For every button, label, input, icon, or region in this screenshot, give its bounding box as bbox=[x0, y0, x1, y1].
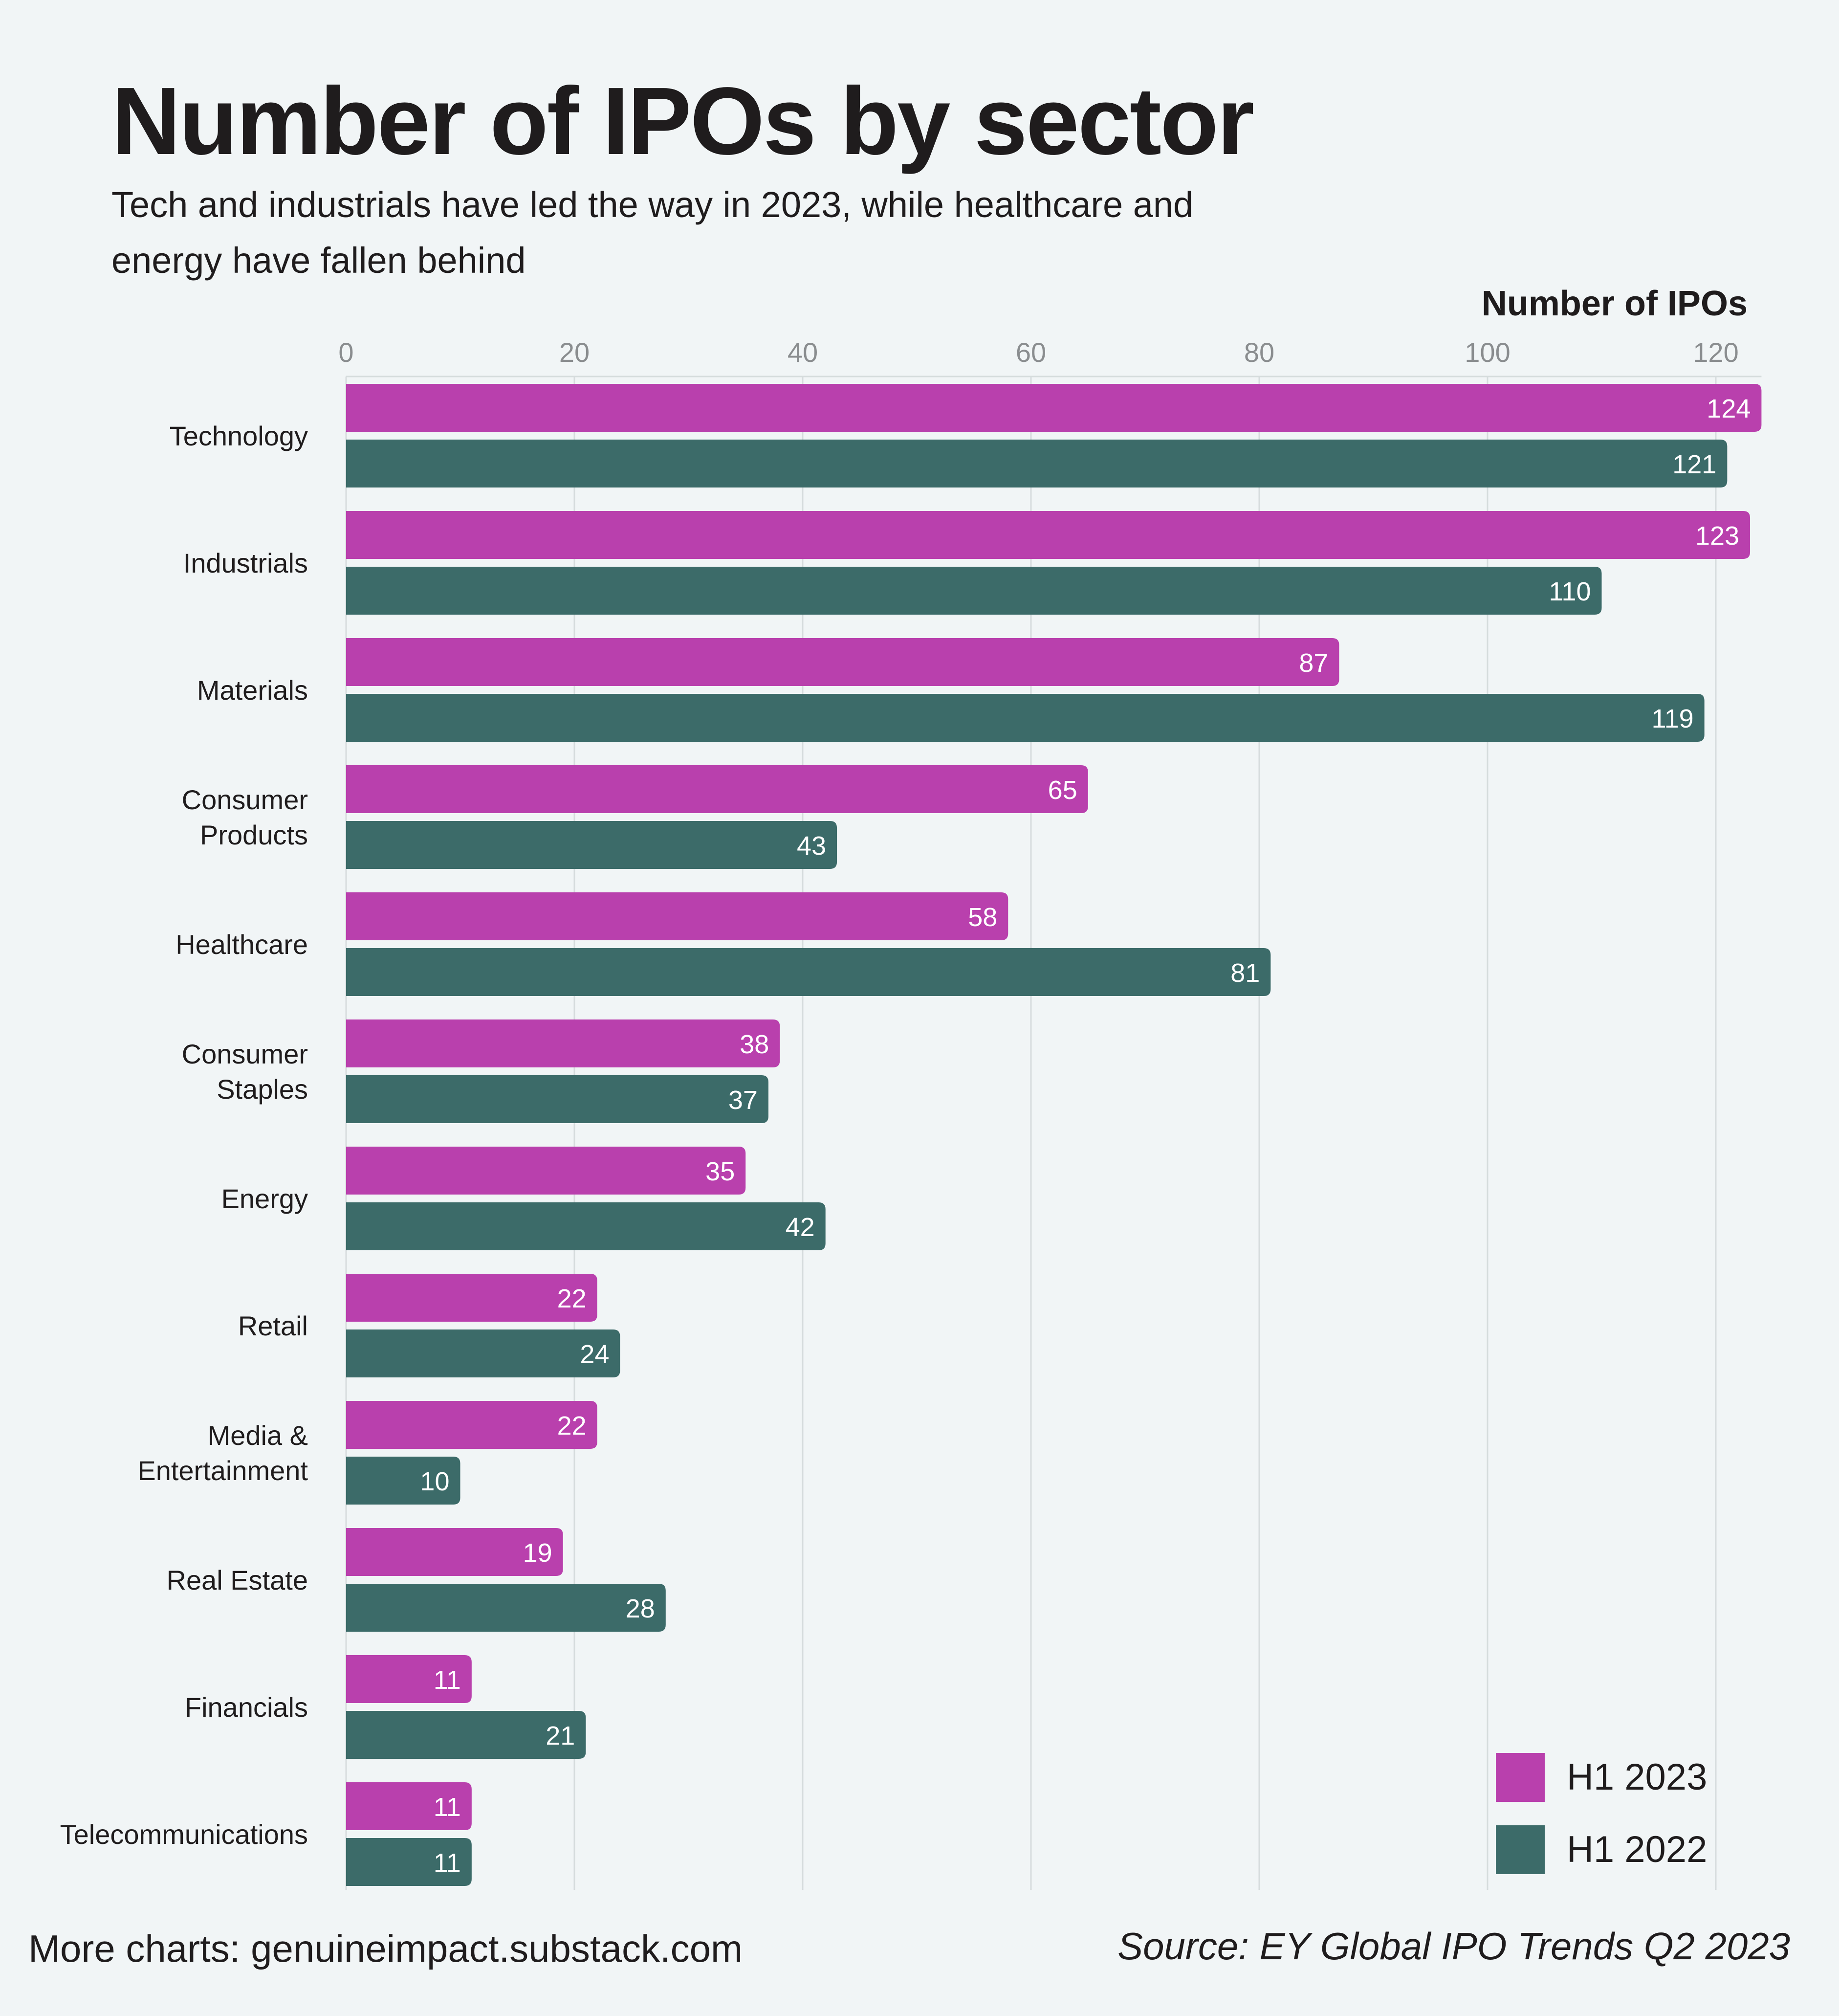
category-label: Media & Entertainment bbox=[137, 1420, 308, 1486]
bar-value-label: 43 bbox=[797, 831, 826, 861]
bar bbox=[346, 1202, 826, 1250]
x-tick-label: 40 bbox=[788, 337, 818, 368]
bar bbox=[346, 821, 837, 869]
bar-value-label: 124 bbox=[1707, 394, 1751, 423]
legend: H1 2023 H1 2022 bbox=[1496, 1753, 1707, 1874]
bar bbox=[346, 1528, 563, 1576]
bar bbox=[346, 384, 1762, 432]
x-axis-title: Number of IPOs bbox=[1482, 284, 1748, 323]
legend-swatch bbox=[1496, 1825, 1545, 1874]
bar bbox=[346, 1782, 472, 1830]
bar-value-label: 42 bbox=[786, 1213, 815, 1242]
x-tick-label: 0 bbox=[338, 337, 353, 368]
bar bbox=[346, 892, 1008, 940]
x-tick-label: 100 bbox=[1465, 337, 1510, 368]
bar bbox=[346, 1655, 472, 1703]
category-label: Consumer Products bbox=[182, 784, 308, 850]
bar bbox=[346, 567, 1602, 615]
bar-value-label: 19 bbox=[523, 1538, 552, 1568]
source-note: Source: EY Global IPO Trends Q2 2023 bbox=[1117, 1925, 1790, 1968]
bar bbox=[346, 1075, 768, 1123]
bar bbox=[346, 948, 1271, 996]
bar-value-label: 65 bbox=[1048, 775, 1077, 805]
bar-value-label: 58 bbox=[968, 903, 997, 932]
bar bbox=[346, 1329, 620, 1377]
bar bbox=[346, 511, 1751, 559]
bar-value-label: 10 bbox=[420, 1467, 449, 1496]
category-label: Telecommunications bbox=[60, 1819, 308, 1850]
legend-label: H1 2022 bbox=[1567, 1829, 1707, 1870]
x-tick-label: 20 bbox=[559, 337, 590, 368]
bar bbox=[346, 1274, 597, 1322]
category-label: Retail bbox=[238, 1310, 308, 1341]
bar bbox=[346, 1401, 597, 1449]
bar-value-label: 37 bbox=[728, 1086, 758, 1115]
bar-value-label: 22 bbox=[557, 1284, 587, 1313]
category-label: Industrials bbox=[183, 548, 308, 578]
bar-value-label: 119 bbox=[1652, 704, 1694, 733]
bar bbox=[346, 1147, 746, 1195]
bar-value-label: 38 bbox=[740, 1030, 769, 1059]
bar bbox=[346, 1584, 666, 1632]
bar bbox=[346, 638, 1339, 686]
bar-value-label: 123 bbox=[1695, 521, 1739, 551]
category-label: Materials bbox=[197, 675, 308, 706]
bar-value-label: 28 bbox=[626, 1594, 655, 1623]
bar bbox=[346, 1019, 780, 1067]
chart-title: Number of IPOs by sector bbox=[111, 67, 1254, 175]
legend-label: H1 2023 bbox=[1567, 1756, 1707, 1798]
bar-value-label: 87 bbox=[1299, 648, 1328, 678]
x-tick-label: 80 bbox=[1244, 337, 1274, 368]
category-label: Healthcare bbox=[175, 929, 308, 960]
bar-value-label: 22 bbox=[557, 1411, 587, 1440]
x-tick-label: 120 bbox=[1693, 337, 1738, 368]
bar-value-label: 11 bbox=[434, 1848, 461, 1878]
bar-value-label: 81 bbox=[1230, 958, 1260, 988]
bar-value-label: 35 bbox=[705, 1157, 735, 1186]
bar bbox=[346, 1457, 460, 1505]
bar bbox=[346, 1711, 586, 1759]
bar-value-label: 11 bbox=[434, 1793, 461, 1822]
legend-swatch bbox=[1496, 1753, 1545, 1802]
bar-value-label: 121 bbox=[1672, 450, 1716, 479]
gridlines bbox=[345, 377, 1717, 1890]
bar bbox=[346, 1838, 472, 1886]
bar-value-label: 110 bbox=[1549, 577, 1591, 606]
bar-value-label: 11 bbox=[434, 1665, 461, 1695]
bar bbox=[346, 694, 1705, 742]
category-label: Financials bbox=[185, 1692, 308, 1723]
bar-value-label: 21 bbox=[546, 1721, 575, 1750]
category-label: Consumer Staples bbox=[182, 1039, 308, 1105]
category-label: Technology bbox=[170, 421, 308, 451]
category-label: Real Estate bbox=[167, 1565, 308, 1595]
chart-subtitle: Tech and industrials have led the way in… bbox=[111, 184, 1194, 281]
category-label: Energy bbox=[221, 1183, 308, 1214]
bar-value-label: 24 bbox=[580, 1340, 609, 1369]
bar bbox=[346, 440, 1728, 487]
x-tick-label: 60 bbox=[1016, 337, 1046, 368]
bar bbox=[346, 765, 1088, 813]
more-charts-link[interactable]: More charts: genuineimpact.substack.com bbox=[28, 1927, 743, 1970]
